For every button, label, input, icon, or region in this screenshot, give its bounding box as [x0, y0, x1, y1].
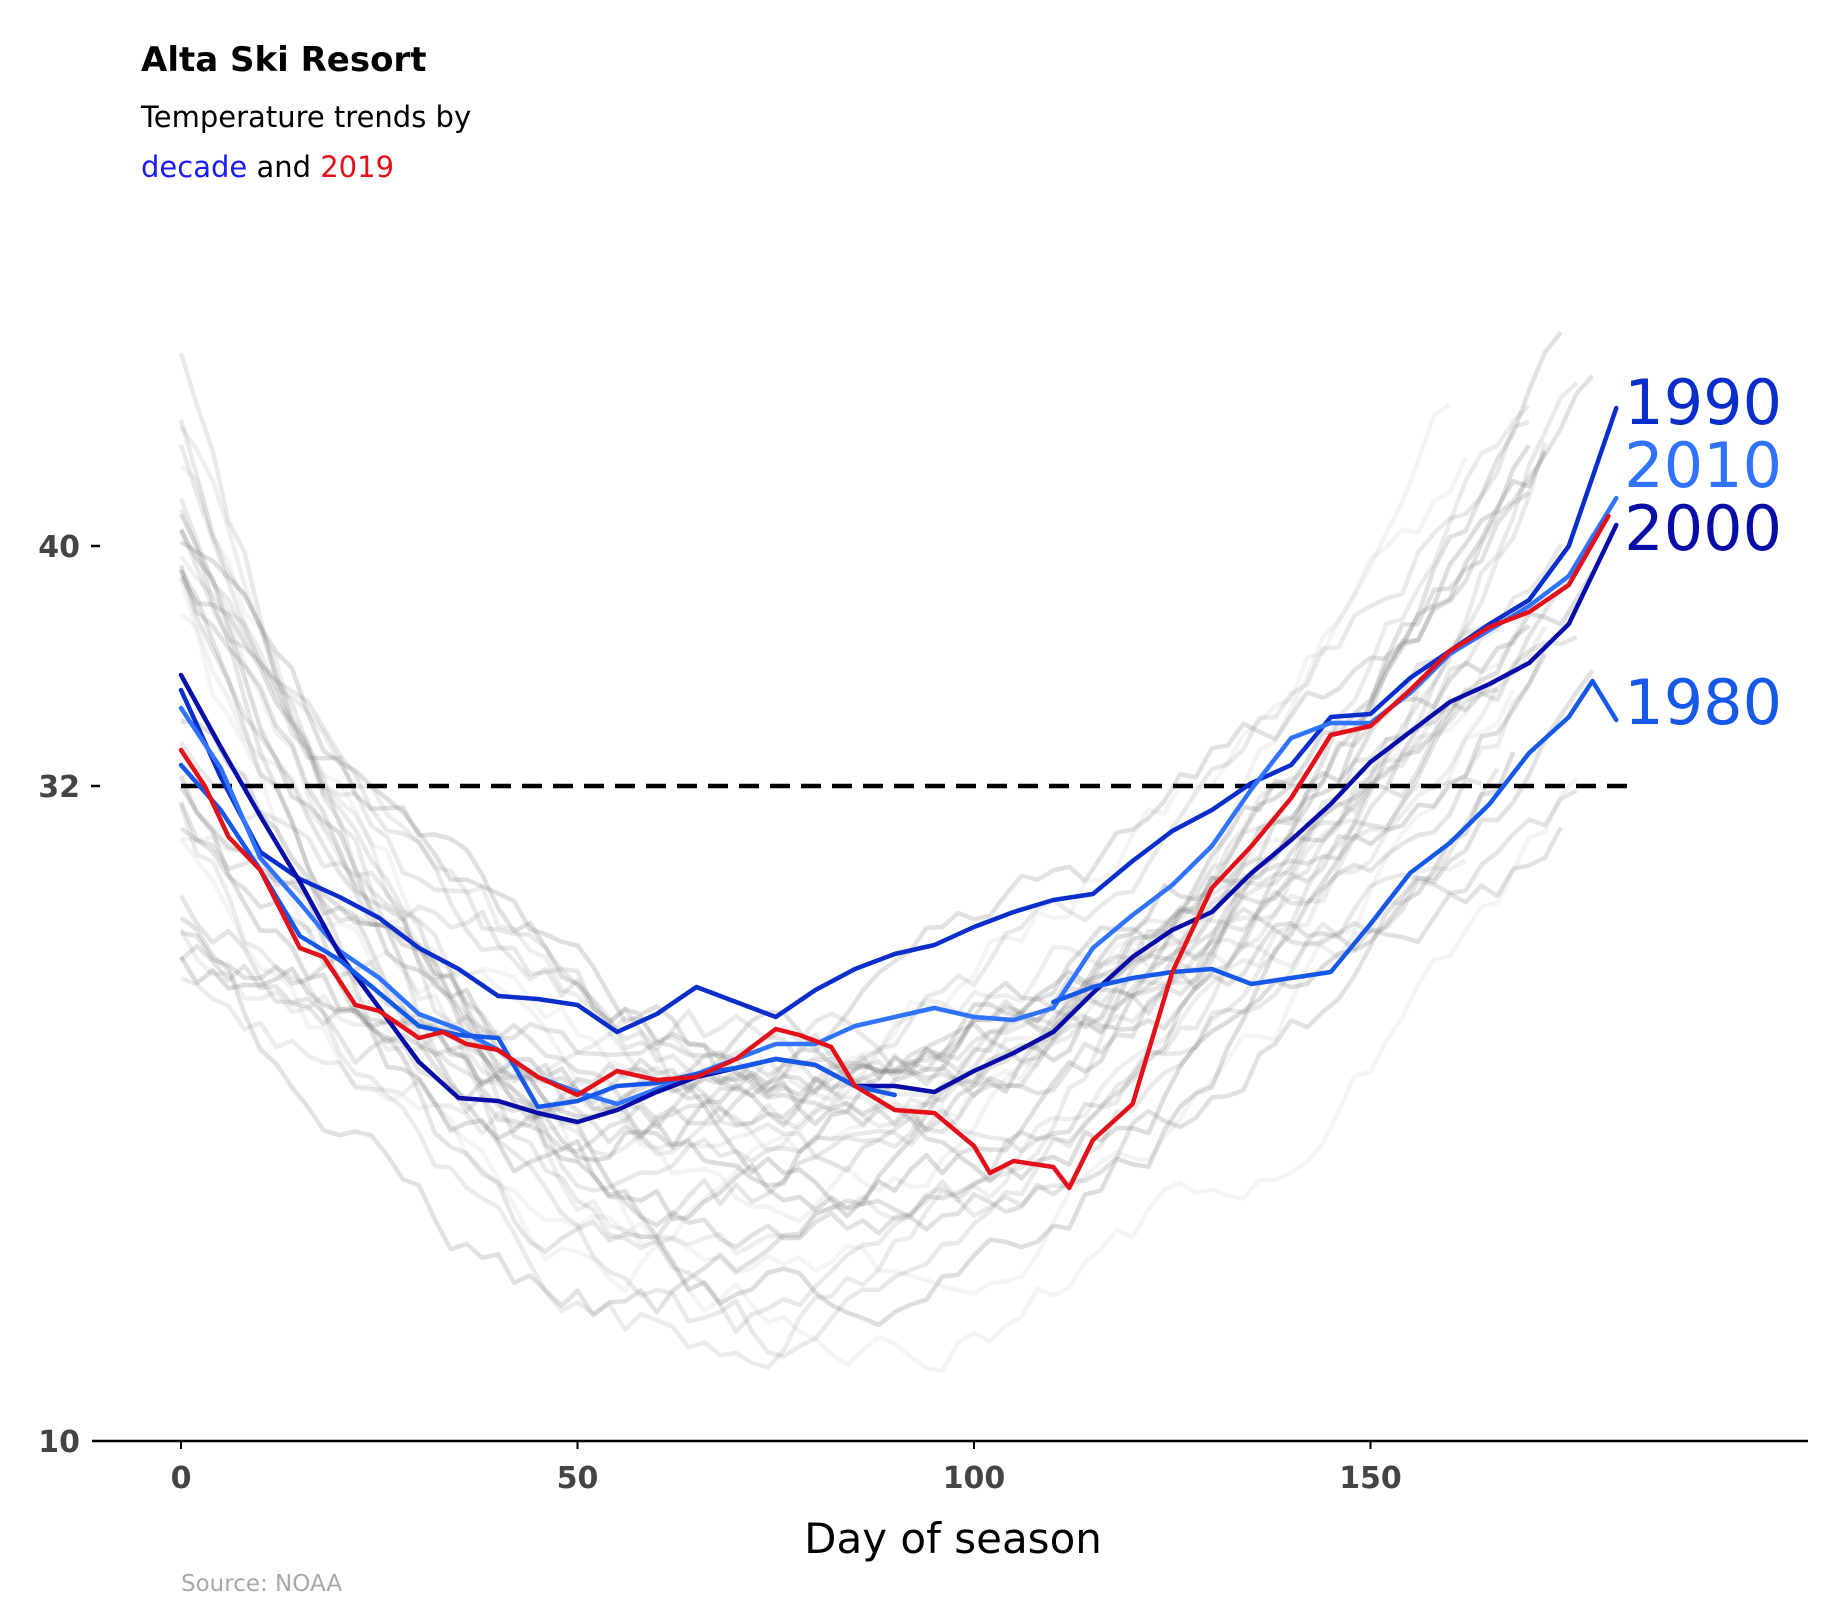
background-season-line	[179, 540, 1531, 1157]
y-axis-ticks: 10 32 40	[38, 530, 100, 1460]
y-tick-label: 40	[38, 530, 80, 565]
series-line-1980	[1051, 678, 1619, 1005]
end-label-2010: 2010	[1624, 429, 1782, 502]
background-season-line	[179, 689, 1516, 1296]
background-season-line	[179, 751, 1516, 1219]
background-season-line	[179, 529, 1547, 1328]
background-season-line	[179, 570, 1595, 1163]
background-season-line	[178, 381, 1579, 1334]
background-season-line	[178, 508, 1452, 1129]
background-season-line	[178, 579, 1532, 1294]
series-line-1990	[178, 405, 1619, 1035]
background-season-line	[179, 402, 1452, 1224]
x-tick-label: 150	[1339, 1461, 1402, 1496]
x-tick-label: 50	[557, 1461, 599, 1496]
background-season-line	[178, 528, 1531, 1085]
background-season-line	[178, 443, 1531, 1222]
series-line-2019	[178, 513, 1611, 1191]
subtitle-decade-word: decade	[141, 150, 248, 184]
y-tick-label: 32	[38, 770, 80, 805]
background-season-line	[179, 425, 1547, 1256]
background-season-line	[179, 635, 1578, 1154]
background-season-line	[180, 644, 1548, 1158]
background-season-line	[178, 419, 1548, 1359]
subtitle-and-word: and	[256, 150, 311, 184]
background-season-line	[178, 513, 1483, 1255]
x-tick-label: 0	[171, 1461, 192, 1496]
background-season-line	[178, 352, 1563, 1193]
chart-subtitle-line2: decade and 2019	[141, 150, 394, 184]
x-axis-ticks: 0 50 100 150	[171, 1441, 1402, 1496]
end-label-1990: 1990	[1624, 366, 1782, 439]
background-season-line	[179, 706, 1451, 1103]
x-axis-label: Day of season	[804, 1514, 1102, 1563]
source-note: Source: NOAA	[181, 1571, 343, 1597]
background-season-line	[179, 532, 1595, 1130]
subtitle-year-word: 2019	[320, 150, 395, 184]
background-season-line	[179, 419, 1530, 1052]
end-label-2000: 2000	[1624, 492, 1782, 565]
background-season-line	[180, 456, 1468, 1093]
background-season-line	[179, 669, 1595, 1318]
series-line-2000	[178, 522, 1619, 1125]
x-tick-label: 100	[943, 1461, 1006, 1496]
background-season-line	[179, 464, 1579, 1374]
y-tick-label: 10	[38, 1425, 80, 1460]
decade-series-lines	[178, 405, 1619, 1191]
background-season-line	[178, 497, 1500, 1160]
chart-subtitle-line1: Temperature trends by	[141, 100, 472, 134]
background-season-line	[179, 554, 1467, 1154]
end-label-1980: 1980	[1624, 666, 1782, 739]
series-line-1980	[178, 762, 897, 1110]
background-season-lines	[178, 330, 1595, 1374]
background-season-line	[179, 490, 1531, 1115]
chart-title: Alta Ski Resort	[141, 40, 427, 80]
